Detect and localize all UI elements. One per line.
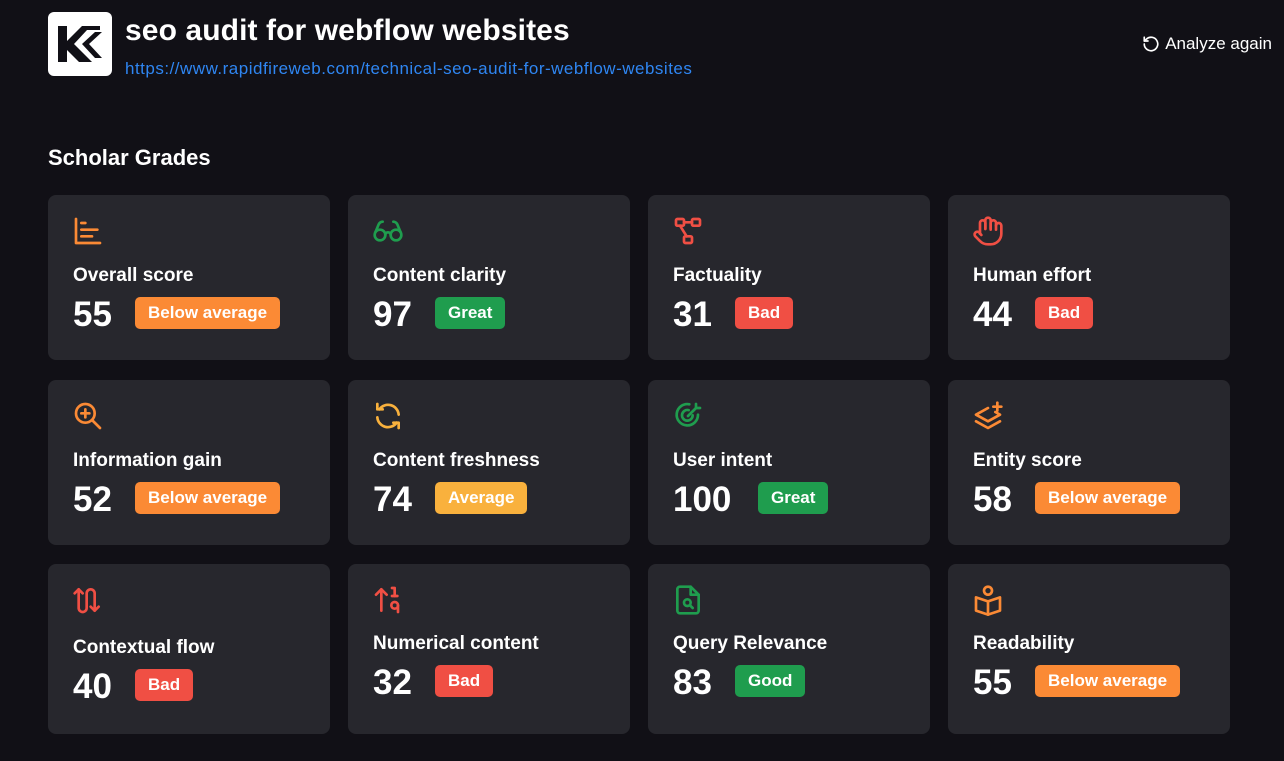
grade-card-content-clarity: Content clarity 97 Great bbox=[348, 195, 630, 360]
grade-card-overall-score: Overall score 55 Below average bbox=[48, 195, 330, 360]
rotate-ccw-icon bbox=[1143, 36, 1159, 52]
card-label: Query Relevance bbox=[673, 633, 828, 654]
card-label: Entity score bbox=[973, 450, 1082, 471]
card-score: 40 bbox=[73, 667, 112, 706]
grade-badge: Bad bbox=[1035, 297, 1094, 329]
grade-card-user-intent: User intent 100 Great bbox=[648, 380, 930, 545]
sort-numeric-icon bbox=[374, 586, 400, 614]
grade-card-entity-score: Entity score 58 Below average bbox=[948, 380, 1230, 545]
grade-badge: Below average bbox=[135, 482, 281, 514]
workflow-icon bbox=[674, 217, 702, 245]
card-score: 44 bbox=[973, 295, 1012, 334]
grades-grid: Overall score 55 Below average Content c… bbox=[48, 195, 1230, 735]
grade-badge: Great bbox=[758, 482, 829, 514]
card-score: 100 bbox=[673, 480, 732, 519]
card-score: 32 bbox=[373, 663, 412, 702]
refresh-icon bbox=[376, 402, 400, 430]
card-label: Information gain bbox=[73, 450, 222, 471]
card-score: 52 bbox=[73, 480, 112, 519]
card-score: 55 bbox=[73, 295, 112, 334]
page-url-link[interactable]: https://www.rapidfireweb.com/technical-s… bbox=[125, 59, 693, 78]
grade-badge: Below average bbox=[1035, 665, 1181, 697]
section-title: Scholar Grades bbox=[48, 145, 211, 170]
grade-badge: Below average bbox=[135, 297, 281, 329]
grade-card-query-relevance: Query Relevance 83 Good bbox=[648, 564, 930, 734]
grade-card-numerical-content: Numerical content 32 Bad bbox=[348, 564, 630, 734]
flow-arrows-icon bbox=[73, 588, 100, 614]
grade-card-content-freshness: Content freshness 74 Average bbox=[348, 380, 630, 545]
grade-badge: Good bbox=[735, 665, 806, 697]
grade-badge: Average bbox=[435, 482, 528, 514]
brand-logo-icon bbox=[58, 26, 102, 62]
card-label: User intent bbox=[673, 450, 773, 471]
page-title: seo audit for webflow websites bbox=[125, 14, 570, 47]
card-label: Overall score bbox=[73, 265, 194, 286]
card-score: 55 bbox=[973, 663, 1012, 702]
card-label: Factuality bbox=[673, 265, 762, 286]
grade-badge: Bad bbox=[735, 297, 794, 329]
card-label: Content freshness bbox=[373, 450, 540, 471]
grade-badge: Bad bbox=[135, 669, 194, 701]
grade-badge: Bad bbox=[435, 665, 494, 697]
card-label: Numerical content bbox=[373, 633, 539, 654]
hand-icon bbox=[973, 216, 1003, 246]
grade-badge: Below average bbox=[1035, 482, 1181, 514]
layers-plus-icon bbox=[974, 401, 1003, 430]
glasses-icon bbox=[373, 220, 403, 242]
file-search-icon bbox=[676, 585, 700, 615]
card-score: 97 bbox=[373, 295, 412, 334]
card-score: 74 bbox=[373, 480, 412, 519]
card-label: Content clarity bbox=[373, 265, 507, 286]
target-icon bbox=[675, 402, 702, 427]
logo bbox=[48, 12, 112, 76]
analyze-again-button[interactable]: Analyze again bbox=[1142, 34, 1272, 54]
book-user-icon bbox=[974, 585, 1002, 616]
card-score: 83 bbox=[673, 663, 712, 702]
grade-card-human-effort: Human effort 44 Bad bbox=[948, 195, 1230, 360]
zoom-in-icon bbox=[74, 402, 102, 430]
card-label: Human effort bbox=[973, 265, 1092, 286]
bar-chart-icon bbox=[74, 217, 102, 245]
card-score: 31 bbox=[673, 295, 712, 334]
grade-card-factuality: Factuality 31 Bad bbox=[648, 195, 930, 360]
grade-card-information-gain: Information gain 52 Below average bbox=[48, 380, 330, 545]
analyze-again-label: Analyze again bbox=[1165, 34, 1272, 53]
grade-badge: Great bbox=[435, 297, 506, 329]
grade-card-readability: Readability 55 Below average bbox=[948, 564, 1230, 734]
card-score: 58 bbox=[973, 480, 1012, 519]
card-label: Contextual flow bbox=[73, 637, 215, 658]
page-header: seo audit for webflow websites https://w… bbox=[48, 12, 1278, 82]
grade-card-contextual-flow: Contextual flow 40 Bad bbox=[48, 564, 330, 734]
card-label: Readability bbox=[973, 633, 1075, 654]
